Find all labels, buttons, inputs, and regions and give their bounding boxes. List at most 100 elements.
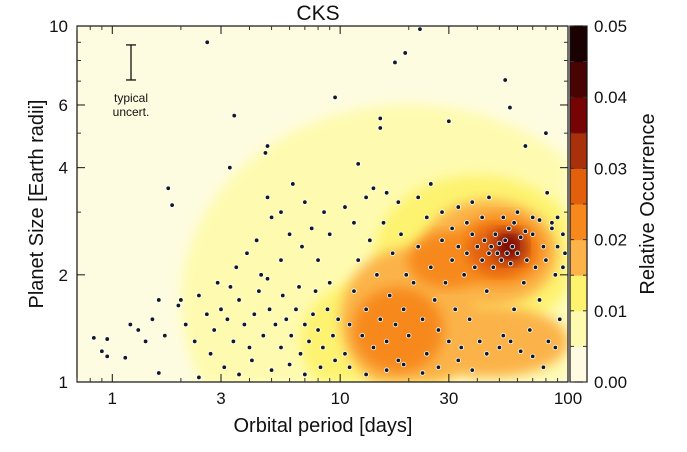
y-tick-label: 1 (59, 373, 68, 392)
data-point (293, 306, 299, 313)
colorbar-tick-label: 0.05 (594, 17, 627, 36)
data-point (410, 280, 417, 286)
data-point (312, 288, 319, 294)
data-point (278, 344, 284, 351)
data-point (484, 288, 490, 294)
y-axis-label: Planet Size [Earth radii] (26, 100, 48, 309)
data-point (302, 321, 308, 328)
data-point (415, 243, 421, 250)
data-point (363, 194, 369, 201)
density-region (409, 305, 568, 377)
data-point (370, 344, 377, 351)
data-point (446, 118, 452, 124)
data-point (383, 338, 390, 345)
data-point (104, 336, 110, 342)
data-point (192, 338, 198, 345)
data-point (392, 321, 399, 328)
data-point (484, 351, 490, 357)
plot-frame (76, 25, 569, 383)
data-point (296, 284, 302, 290)
data-point (469, 231, 475, 237)
data-point (377, 316, 383, 323)
data-point (449, 225, 455, 232)
data-point (260, 332, 267, 339)
data-point (446, 338, 452, 345)
data-point (522, 228, 529, 235)
data-point (424, 214, 430, 221)
data-point (156, 370, 162, 376)
data-point (398, 231, 404, 237)
colorbar-band (570, 346, 587, 383)
data-point (302, 199, 308, 205)
data-point (417, 26, 423, 32)
data-point (511, 220, 517, 226)
data-point (435, 364, 442, 370)
data-point (306, 338, 312, 345)
data-point (236, 297, 242, 303)
data-point (479, 214, 485, 221)
data-point (264, 194, 271, 201)
data-point (536, 217, 543, 223)
data-point (342, 351, 348, 357)
data-point (549, 225, 555, 232)
data-point (472, 264, 478, 270)
data-point (299, 243, 305, 250)
data-point (162, 332, 168, 339)
data-point (156, 297, 162, 303)
data-point (283, 316, 289, 323)
data-point (496, 344, 503, 351)
x-tick-label: 3 (216, 389, 225, 408)
data-point (469, 367, 475, 373)
data-point (552, 344, 559, 351)
data-point (490, 264, 496, 270)
data-point (286, 361, 293, 368)
data-point (400, 361, 407, 368)
data-point (244, 250, 250, 256)
data-point (554, 243, 561, 250)
data-point (321, 209, 327, 215)
data-point (383, 190, 390, 196)
data-point (530, 214, 536, 221)
data-point (127, 321, 134, 328)
data-point (224, 316, 231, 323)
data-point (370, 185, 377, 192)
data-point (464, 220, 470, 226)
data-point (324, 306, 331, 313)
data-point (330, 332, 336, 339)
data-point (435, 327, 442, 333)
error-bar-icon (126, 44, 136, 81)
colorbar-band (570, 26, 587, 63)
data-point (544, 190, 550, 196)
data-point (439, 209, 445, 215)
data-point (272, 321, 279, 328)
x-tick-label: 1 (108, 389, 117, 408)
data-point (268, 214, 275, 221)
data-point (400, 306, 407, 313)
data-point (545, 338, 552, 345)
data-point (91, 335, 97, 341)
data-point (552, 272, 559, 278)
uncertainty-annotation: typical uncert. (113, 44, 150, 119)
data-point (428, 264, 434, 270)
density-region (352, 287, 444, 373)
data-point (214, 280, 221, 286)
data-point (204, 39, 210, 45)
data-point (355, 161, 361, 167)
data-point (207, 351, 214, 357)
data-point (477, 338, 483, 345)
annotation-line2: uncert. (113, 105, 150, 119)
data-point (502, 237, 508, 244)
data-point (469, 199, 475, 205)
data-point (383, 367, 390, 373)
data-point (527, 327, 533, 333)
x-axis-label: Orbital period [days] (234, 415, 413, 437)
data-point (530, 231, 536, 237)
data-point (377, 125, 383, 131)
data-point (204, 311, 210, 317)
data-point (346, 364, 353, 370)
data-point (557, 316, 563, 323)
data-point (479, 257, 485, 263)
data-point (178, 297, 184, 303)
data-point (351, 220, 357, 226)
